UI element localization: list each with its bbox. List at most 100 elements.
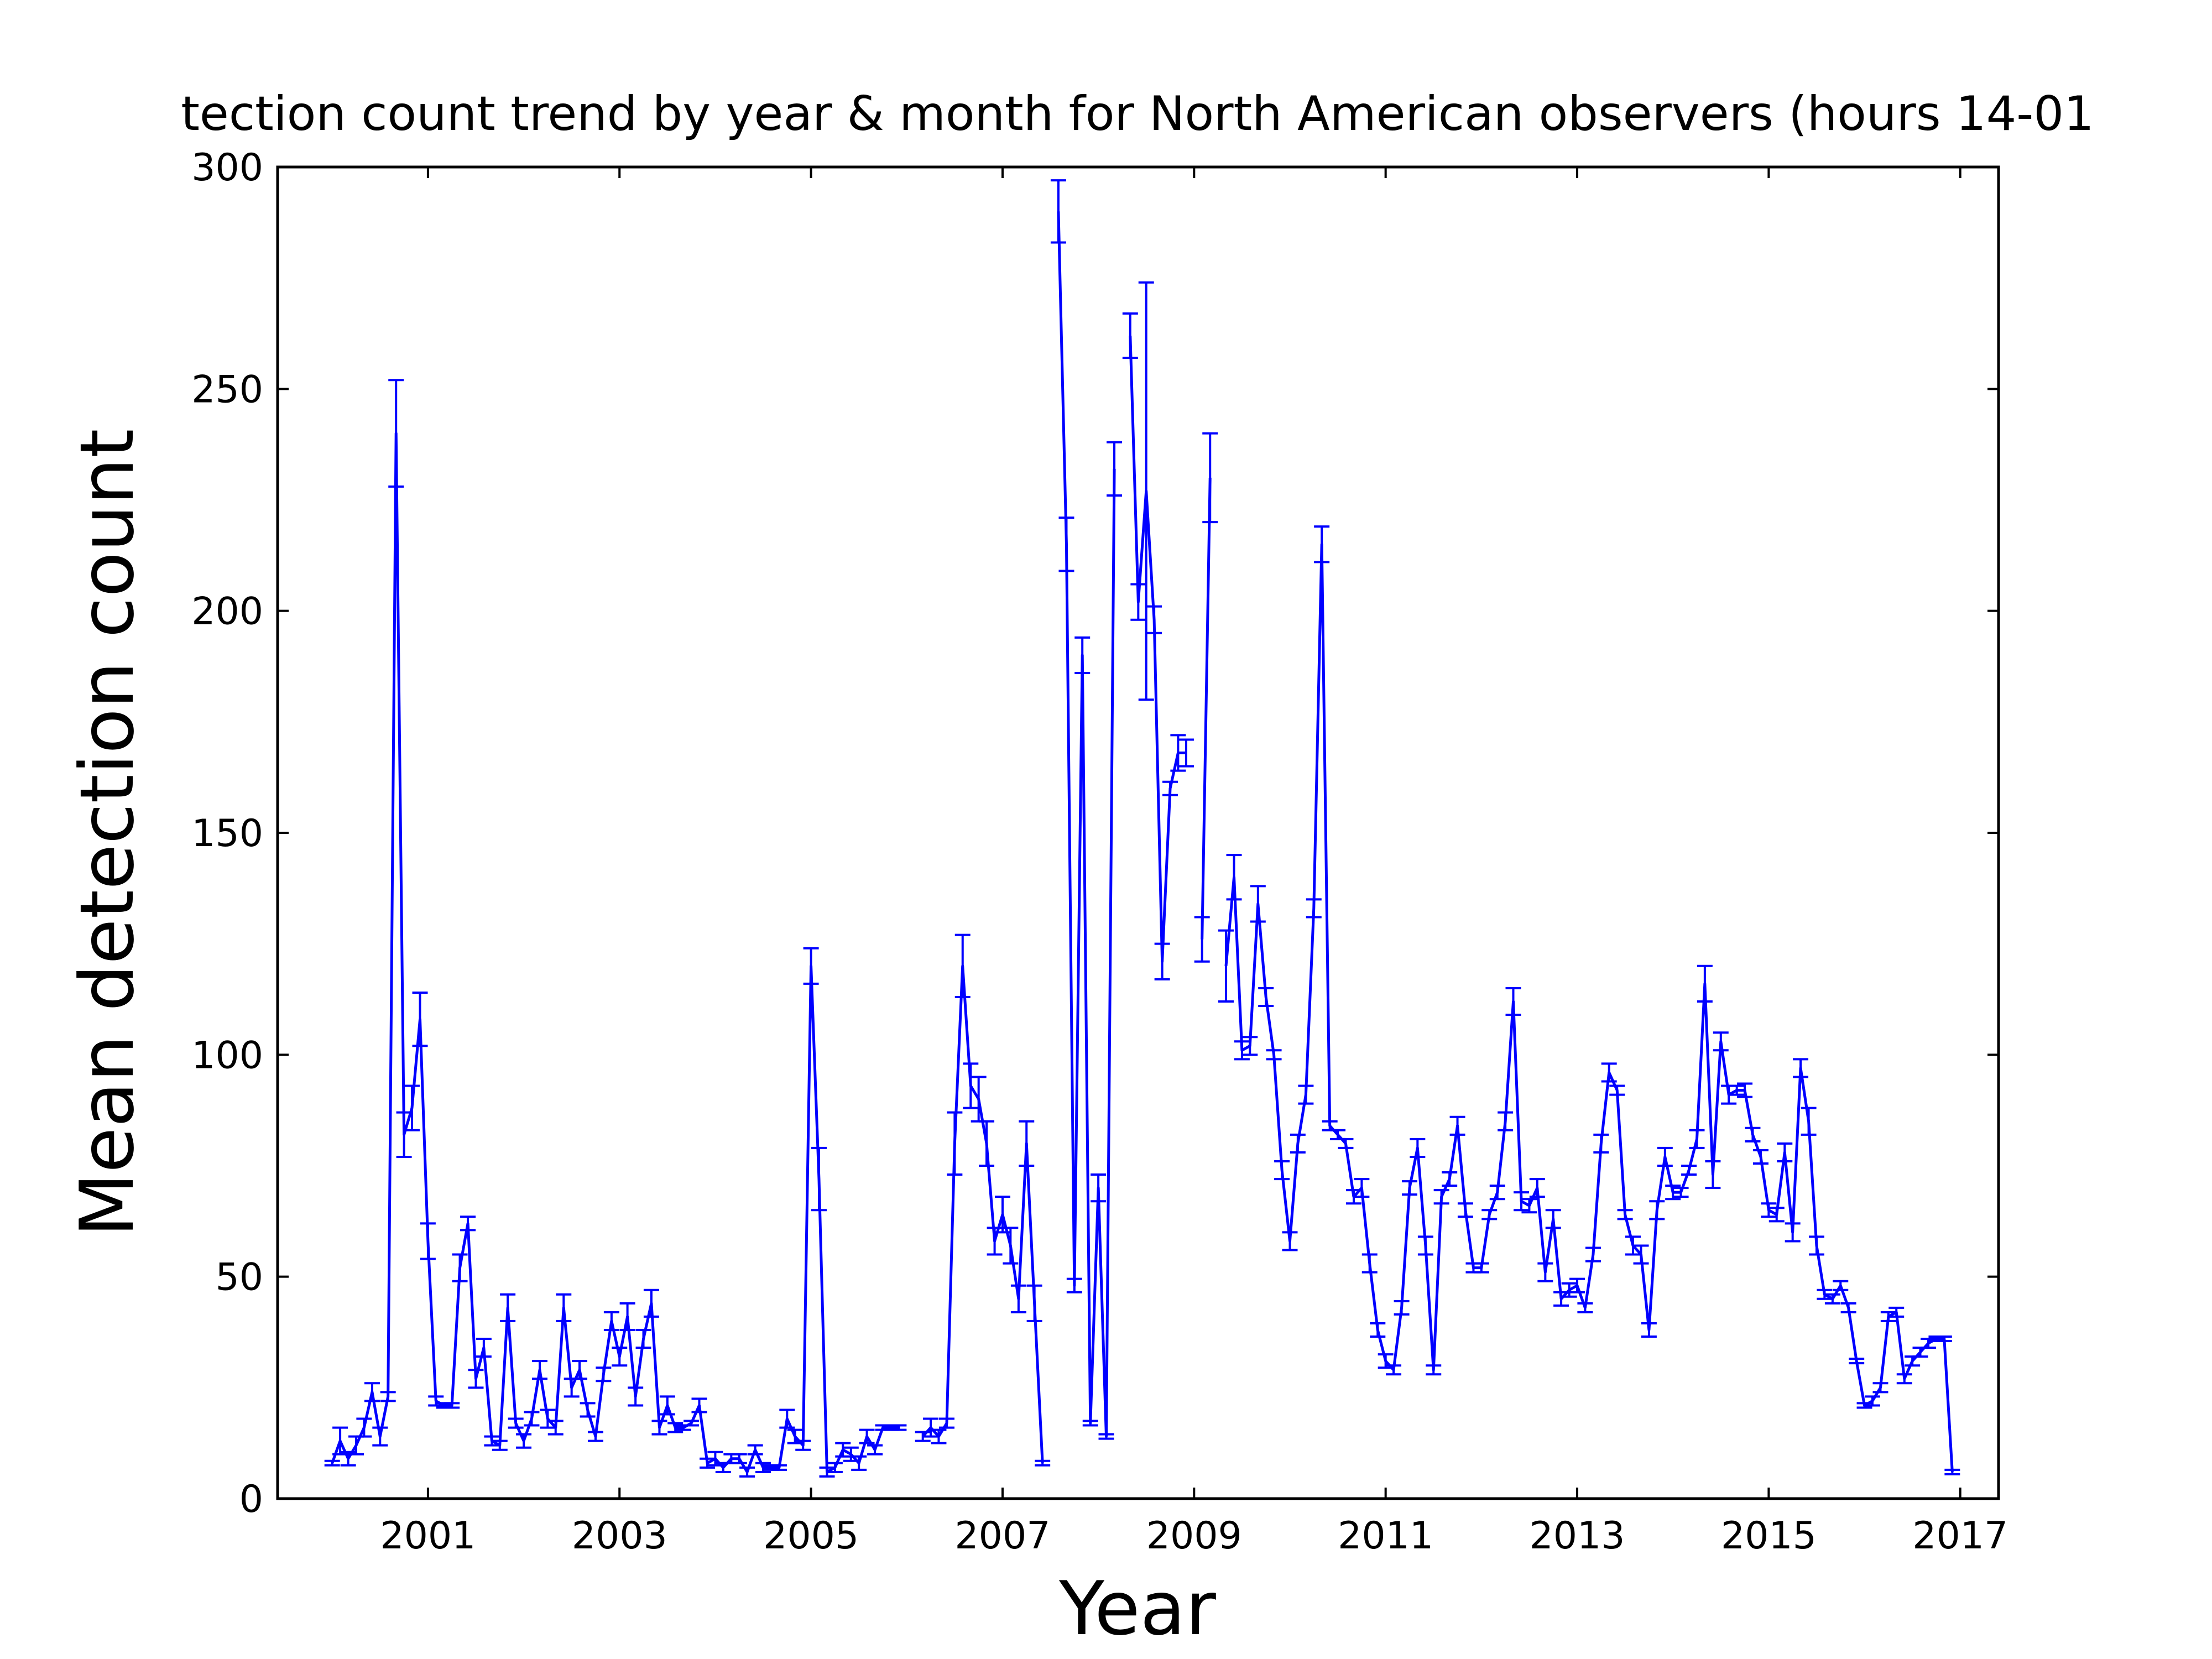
error-bar [938, 1417, 954, 1429]
error-bar [1609, 1084, 1625, 1096]
error-bar [1346, 1189, 1361, 1205]
error-bar [1561, 1282, 1577, 1298]
error-bar [1833, 1280, 1849, 1291]
error-bar [1745, 1126, 1761, 1142]
error-bar [1170, 734, 1186, 772]
error-bar [1457, 1202, 1473, 1218]
error-bar [1354, 1178, 1370, 1198]
error-bar [851, 1455, 867, 1471]
error-bar [380, 1391, 396, 1402]
error-bar [1849, 1358, 1865, 1365]
error-bar [340, 1451, 356, 1467]
error-bar [428, 1395, 444, 1407]
error-bar [1697, 964, 1713, 1003]
error-bar [1098, 1433, 1114, 1440]
error-bar [1226, 854, 1242, 901]
error-bar [947, 1111, 963, 1176]
error-bar [1880, 1311, 1896, 1322]
error-bar [356, 1417, 372, 1438]
error-bar [1122, 312, 1138, 359]
x-tick-label: 2017 [1912, 1514, 2008, 1558]
error-bar [1378, 1353, 1394, 1369]
error-bar [1282, 1231, 1298, 1251]
plot-frame [276, 165, 2000, 1500]
error-bar [524, 1411, 540, 1427]
error-bar [667, 1422, 684, 1433]
error-bar [1330, 1129, 1346, 1140]
error-bar [1138, 281, 1154, 701]
x-tick-label: 2011 [1338, 1514, 1433, 1558]
error-bar [963, 1062, 979, 1109]
error-bar [1585, 1246, 1601, 1262]
error-bar [1753, 1149, 1768, 1165]
error-bar [795, 1439, 811, 1451]
error-bar [1370, 1322, 1386, 1338]
error-bar [811, 1146, 827, 1212]
error-bar [1553, 1291, 1569, 1307]
error-bar [739, 1466, 755, 1478]
error-bar [1545, 1209, 1561, 1229]
error-bar [1705, 1160, 1721, 1190]
error-bar [540, 1408, 556, 1429]
error-bar [700, 1457, 716, 1469]
y-tick-label: 250 [191, 368, 263, 411]
error-bar [468, 1369, 484, 1389]
error-bar [931, 1428, 947, 1444]
error-bar [596, 1366, 612, 1383]
error-bar [835, 1442, 851, 1458]
x-tick-label: 2003 [572, 1514, 667, 1558]
error-bar [492, 1439, 508, 1451]
error-bar [516, 1433, 532, 1449]
error-bar [1019, 1120, 1035, 1167]
y-tick-label: 0 [239, 1478, 263, 1521]
error-bar [452, 1253, 468, 1282]
error-bar [1856, 1402, 1872, 1409]
error-bar [1905, 1355, 1921, 1367]
y-tick-label: 50 [215, 1256, 263, 1300]
error-bar [1050, 179, 1066, 244]
error-bar [891, 1424, 907, 1431]
error-bar [404, 1084, 420, 1131]
error-bar [396, 1111, 412, 1158]
error-bar [1107, 441, 1123, 497]
error-bar [1433, 1189, 1449, 1205]
error-bar [1489, 1185, 1505, 1201]
error-bar [1529, 1178, 1545, 1198]
error-bar [364, 1382, 380, 1402]
error-bar [1473, 1262, 1489, 1274]
error-bar [484, 1435, 500, 1447]
error-bar [628, 1386, 644, 1407]
error-bar [1338, 1138, 1354, 1149]
error-bar [388, 379, 404, 488]
error-bar [332, 1426, 348, 1455]
error-bar [1840, 1302, 1856, 1313]
error-bar [1194, 916, 1210, 963]
y-axis-label: Mean detection count [64, 429, 150, 1237]
error-bar [1298, 1084, 1314, 1105]
error-bar [987, 1227, 1003, 1256]
x-tick-label: 2005 [763, 1514, 859, 1558]
error-bar [779, 1408, 795, 1429]
error-bar [1314, 525, 1330, 564]
error-bar [1824, 1293, 1840, 1305]
error-bar [1872, 1382, 1888, 1394]
error-bar [643, 1288, 659, 1318]
error-bar [1306, 898, 1322, 919]
error-bar [979, 1120, 995, 1167]
error-bar [1010, 1284, 1026, 1313]
error-bar [1361, 1253, 1378, 1274]
error-bar [1801, 1107, 1817, 1136]
x-axis-label: Year [1058, 1566, 1217, 1652]
x-tick-label: 2007 [954, 1514, 1050, 1558]
error-bar [1426, 1364, 1442, 1376]
error-bar [1729, 1084, 1745, 1096]
error-bar [819, 1466, 835, 1478]
error-bar [1912, 1347, 1928, 1358]
error-bar [684, 1420, 700, 1427]
error-bar [1817, 1288, 1833, 1300]
error-bar [1505, 987, 1521, 1016]
error-bar [1250, 885, 1266, 923]
error-bar [1074, 636, 1091, 675]
error-bar [731, 1453, 747, 1464]
